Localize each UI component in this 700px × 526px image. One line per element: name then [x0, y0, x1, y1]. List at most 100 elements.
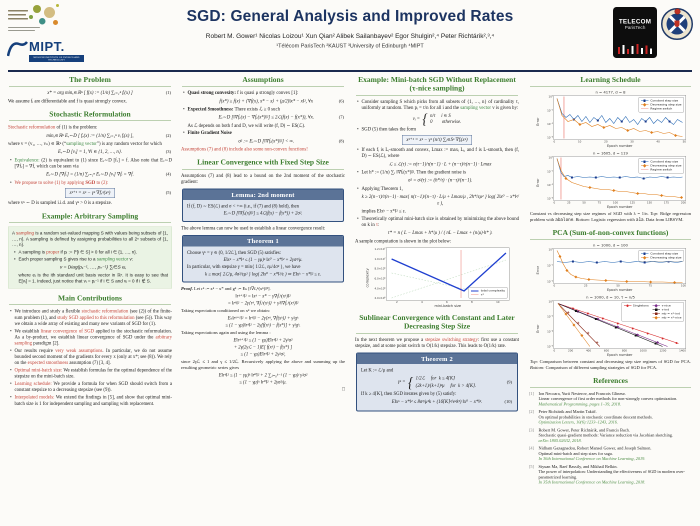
theorem-1-equation: E‖xᵏ − x*‖² ≤ (1 − γμ)ᵏ ‖x⁰ − x*‖² + 2γσ…	[223, 257, 303, 263]
figure-title: n = 1605, d = 119	[593, 151, 628, 156]
decreasing-step-line	[556, 98, 683, 137]
equation-4: Eᵥ∼D [∇fᵥ] = (1/n) ∑ᵢ₌₁ⁿ Eᵥ∼D [vᵢ] ∇fᵢ =…	[46, 171, 171, 178]
poster-title: SGD: General Analysis and Improved Rates	[186, 7, 514, 25]
reference-item: [5] Siyuan Ma, Raef Bassily, and Mikhail …	[529, 463, 685, 485]
section-heading-linear-convergence: Linear Convergence with Fixed Step Size	[182, 159, 344, 170]
complexity-y-ticks: 1.2×10⁷ 1.0×10⁷ 8.0×10⁶ 6.0×10⁶ 4.0×10⁶ 2.0×1…	[374, 248, 386, 301]
x-axis-label: Epoch number	[607, 205, 633, 210]
header-center: SGD: General Analysis and Improved Rates…	[95, 7, 605, 49]
proof-text: Taking expectation conditioned on xᵏ we …	[181, 307, 270, 313]
equation-3: Eᵥ∼D [vᵢ] = 1, ∀i ∈ {1, 2, …, n}. (3)	[58, 149, 171, 155]
legend: Constant step size Decreasing step size	[638, 250, 684, 262]
x-axis-label: Epoch number	[607, 144, 633, 149]
gradient-noise-equation: σ² = σ²(τ) := (h*/τ) · (n−τ)/(n−1).	[408, 177, 473, 184]
bullet-smoothness: If each fᵢ is Lᵢ-smooth and convex, Lmax…	[357, 147, 519, 168]
y-ticks: 10⁰ 10⁻¹ 10⁻² 10⁻³	[547, 95, 553, 140]
decreasing-step-line	[556, 158, 683, 198]
stepsize-note: where vᵏ ∼ D is sampled i.i.d. and γᵏ > …	[8, 200, 112, 206]
poster-header: MIPT. MOSCOW INSTITUTE OF PHYSICS AND TE…	[0, 0, 700, 69]
abalone-plot	[556, 96, 683, 139]
bullet-sgd-form: SGD (5) then takes the form	[357, 127, 519, 133]
pca-stepsize-plot	[556, 250, 683, 284]
reference-item: [2] Peter Richtárik and Martin Takáč. On o…	[529, 409, 653, 425]
bullet-quasi-strong-convexity: Quasi strong convexity: f is quasi μ str…	[183, 90, 345, 104]
section-heading-problem: The Problem	[9, 76, 171, 87]
contribution-item: Interpolated models: We extend the findi…	[10, 395, 172, 407]
proof-equation: E‖rᵏ‖² ≤ (1 − γμ)ᵏ ‖r⁰‖² + 2 ∑ⱼ₌₀ᵏ⁻¹ (1 …	[218, 372, 308, 378]
x-ticks: 0 25 50 75 100	[553, 284, 687, 288]
x-ticks: 0 200 400 600 800 1000 1200 1400	[553, 349, 686, 353]
complexity-legend: total complexity τ*	[468, 287, 508, 299]
legend: Singletons τ-nice τ-ind mb = τ*-ind mb =…	[621, 302, 684, 322]
contributions-list: We introduce and study a flexible stocha…	[8, 309, 172, 407]
column-minibatch: Example: Mini-batch SGD Without Replacem…	[355, 76, 519, 415]
x-axis-label: Epoch number	[607, 353, 633, 358]
lemma-box: Lemma: 2nd moment If (f, D) ∼ ES(ℒ) and …	[182, 188, 344, 222]
section-heading-contributions: Main Contributions	[9, 295, 171, 306]
kaust-logo	[7, 4, 77, 36]
x-ticks: 0 10 20 30 40 50	[553, 140, 687, 144]
section-heading-assumptions: Assumptions	[182, 76, 344, 87]
y-ticks: 10⁰ 10⁻¹ 10⁻² 10⁻³	[547, 156, 553, 201]
proof-text: Taking expectations again and using the …	[181, 330, 271, 336]
pca-sampling-plot	[557, 303, 679, 347]
schedule-caption: Constant vs decreasing step size regimes…	[530, 211, 691, 223]
section-heading-learning-schedule: Learning Schedule	[530, 76, 691, 87]
proof-equation: Eₖ‖rᵏ⁺¹‖² = ‖rᵏ‖² − 2γ⟨rᵏ, ∇f(xᵏ)⟩ + γ²g…	[227, 315, 299, 321]
theorem-1-title: Theorem 1	[183, 235, 343, 247]
bullet-tau-nice: Consider sampling S which picks from all…	[357, 99, 519, 111]
bullet-expected-smoothness: Expected Smoothness: There exists ℒ ≥ 0 …	[183, 106, 345, 129]
bullet-equivalence: Equivalence: (2) is equivalent to (1) si…	[10, 157, 172, 169]
lemma-equation: Eᵥ∼D [‖∇fᵥ(x)‖²] ≤ 4ℒ(f(x) − f(x*)) + 2σ…	[223, 211, 303, 217]
theorem-2-line: If k ≥ 4⌈K⌉, then SGD iterates given by …	[361, 391, 457, 397]
reference-item: [3] Robert M. Gower, Peter Richtárik, and…	[529, 427, 674, 443]
column-experiments: Learning Schedule n = 4177, d = 8 Error	[529, 76, 692, 487]
sampling-vector-note: where v = (v₁, …, vₙ) ∈ ℝⁿ (“sampling ve…	[8, 140, 162, 147]
assumption-note: We assume fᵢ are differentiable and f is…	[8, 98, 127, 104]
complexity-plot	[391, 250, 507, 299]
bullet-apply-theorem1: Applying Theorem 1, k ≥ 2(n−τ)/τ(n−1) · …	[357, 186, 519, 215]
theorem-2-rate-equation: E‖xᵏ − x*‖² ≤ 8σ²/μ²k + (16⌈K⌉²/e²k²) ‖x…	[391, 399, 512, 405]
section-heading-reformulation: Stochastic Reformulation	[9, 110, 171, 122]
figure-pca-stepsizes: n = 1000, d = 100 Error 10⁰ 10⁻¹ 10⁻² Cons	[535, 243, 686, 292]
mipt-logo: MIPT. MOSCOW INSTITUTE OF PHYSICS AND TE…	[7, 38, 87, 68]
bullet-optimal-minibatch: Theoretically optimal mini-batch size is…	[357, 216, 519, 237]
authors-line: Robert M. Gower¹ Nicolas Loizou¹ Xun Qia…	[205, 32, 495, 40]
proof-equation: E‖rᵏ⁺¹‖² ≤ (1 − γμ)E‖rᵏ‖² + 2γ²σ²	[233, 337, 293, 343]
telecom-paristech-logo: TELECOM ParisTech	[613, 7, 657, 58]
constant-step-line	[556, 98, 683, 126]
reformulation-intro: Stochastic reformulation of (1) is the p…	[8, 124, 98, 131]
complexity-x-label: mini-batch size	[434, 304, 462, 309]
expected-smoothness-bound: ℒ ≤ ℒ(τ) := n(τ−1)/τ(n−1) · L + (n−τ)/τ(…	[389, 161, 492, 167]
second-moment-intro: Assumptions (7) and (8) lead to a bound …	[181, 172, 345, 185]
y-ticks: 10⁰ 10⁻¹ 10⁻²	[547, 248, 553, 284]
equation-1: x* = arg minₓ∈ℝⁿ [ f(x) := (1/n) ∑ᵢ₌₁ⁿ f…	[47, 90, 171, 96]
arbitrary-sampling-box: A sampling is a random set-valued mappin…	[8, 226, 172, 289]
reformulation-bullets: Equivalence: (2) is equivalent to (1) si…	[8, 157, 172, 169]
mipt-subtitle: MOSCOW INSTITUTE OF PHYSICS AND TECHNOLO…	[29, 55, 84, 62]
theorem-1-box: Theorem 1 Choose γᵏ = γ ∈ (0, 1/2ℒ], the…	[182, 234, 344, 283]
bullet-propose-sgd: We propose to solve (1) by applying SGD …	[10, 180, 172, 186]
contribution-item: Learning schedule: We provide a formula …	[10, 381, 172, 393]
column-assumptions: Assumptions Quasi strong convexity: f is…	[181, 76, 345, 397]
theorem-1-line: Choose γᵏ = γ ∈ (0, 1/2ℒ], then SGD (5) …	[187, 250, 282, 256]
proof-text: since 2γℒ ≤ 1 and γ ≤ 1/2ℒ. Recursively …	[181, 359, 345, 371]
section-heading-references: References	[530, 377, 691, 388]
bullet-gradient-noise: Let h* := (1/n) ∑ᵢ ‖∇fᵢ(x*)‖². Then the …	[357, 170, 519, 184]
mb-tau-ind-line	[557, 303, 601, 347]
plot-intro: A sample computation is shown in the plo…	[355, 238, 452, 244]
contribution-item: Optimal mini-batch size: We establish fo…	[10, 368, 172, 380]
contribution-item: Our results require very weak assumption…	[10, 348, 172, 366]
theorem-1-equation: k ≥ max{ 2ℒ/μ, 4σ²/εμ² } log( 2‖x⁰ − x*‖…	[204, 271, 322, 277]
mipt-swoosh	[7, 41, 28, 57]
section-heading-arbitrary-sampling: Example: Arbitrary Sampling	[9, 212, 171, 223]
decreasing-step-line	[556, 250, 683, 283]
total-complexity-line	[391, 252, 507, 292]
lemma-statement: If (f, D) ∼ ES(ℒ) and σ < +∞ (i.e., if (…	[187, 204, 299, 210]
proof-intro: Proof. Let rᵏ := xᵏ − x* and gᵏ := Eₖ [‖…	[181, 285, 271, 291]
sampling-definition: A sampling is a random set-valued mappin…	[12, 230, 168, 248]
equation-2: minₓ∈ℝⁿ Eᵥ∼D [ fᵥ(x) := (1/n) ∑ᵢ₌₁ⁿ vᵢ f…	[46, 132, 171, 139]
proof-equation: ≤ (1 − γμ)ᵏ ‖r⁰‖² + 2γσ²/μ.	[239, 380, 287, 386]
figure-a1a: n = 1605, d = 119 Error 10⁰ 10⁻¹ 10⁻² 10⁻³	[535, 151, 686, 209]
